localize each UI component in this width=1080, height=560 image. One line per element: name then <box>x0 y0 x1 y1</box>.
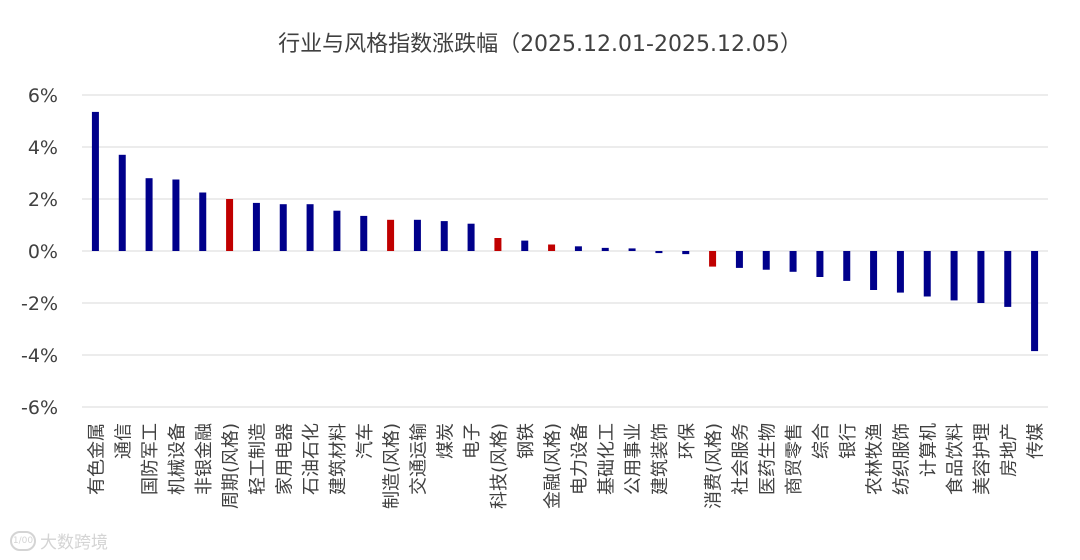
bar <box>977 251 985 303</box>
x-tick-label: 美容护理 <box>972 423 993 495</box>
bar <box>413 219 421 251</box>
watermark-text: 大数跨境 <box>40 533 108 553</box>
x-tick-label: 商贸零售 <box>784 423 805 495</box>
bar <box>548 244 556 251</box>
x-tick-label: 房地产 <box>999 423 1020 477</box>
bar <box>521 240 529 251</box>
y-tick-label: 0% <box>28 241 58 263</box>
bar <box>870 251 878 290</box>
bar <box>574 246 582 251</box>
x-tick-label: 钢铁 <box>516 423 537 459</box>
x-tick-label: 环保 <box>677 423 698 459</box>
x-tick-label: 基础化工 <box>596 423 617 495</box>
bar <box>709 251 717 267</box>
watermark-logo-icon: 1/00 <box>10 530 36 551</box>
x-tick-label: 国防军工 <box>140 423 161 495</box>
x-tick-label: 医药生物 <box>757 423 778 495</box>
watermark: 1/00 大数跨境 <box>10 528 108 553</box>
x-tick-label: 计算机 <box>918 423 939 477</box>
x-tick-label: 银行 <box>838 423 859 459</box>
x-tick-label: 消费(风格) <box>704 423 725 509</box>
x-tick-label: 非银金融 <box>194 423 215 495</box>
y-tick-label: 2% <box>28 189 58 211</box>
y-tick-label: -6% <box>21 397 58 419</box>
bar <box>601 247 609 251</box>
bar <box>252 202 260 251</box>
y-tick-label: 4% <box>28 137 58 159</box>
bar <box>816 251 824 277</box>
bar <box>226 199 234 251</box>
x-tick-label: 纺织服饰 <box>891 423 912 495</box>
bar <box>333 210 341 251</box>
x-tick-label: 电力设备 <box>569 423 590 495</box>
x-tick-label: 建筑装饰 <box>650 423 671 495</box>
bar <box>789 251 797 272</box>
x-tick-label: 轻工制造 <box>247 423 268 495</box>
x-tick-label: 建筑材料 <box>328 423 349 495</box>
x-tick-label: 交通运输 <box>408 423 429 495</box>
bar <box>735 251 743 268</box>
x-tick-label: 有色金属 <box>86 423 107 495</box>
bar <box>843 251 851 281</box>
bar <box>306 204 314 251</box>
bar <box>145 178 153 251</box>
bar <box>91 111 99 252</box>
x-tick-label: 煤炭 <box>435 423 456 459</box>
bar <box>199 192 207 251</box>
bar <box>279 204 287 251</box>
x-tick-label: 综合 <box>811 423 832 459</box>
bar <box>118 154 126 251</box>
bar <box>494 238 502 251</box>
bar <box>628 248 636 251</box>
bar <box>1031 251 1039 352</box>
x-tick-label: 金融(风格) <box>543 423 564 509</box>
x-tick-label: 电子 <box>462 423 483 459</box>
bar <box>1004 251 1012 307</box>
bar <box>467 223 475 251</box>
y-tick-label: -2% <box>21 293 58 315</box>
x-tick-label: 食品饮料 <box>945 423 966 495</box>
x-tick-label: 家用电器 <box>274 423 295 495</box>
x-tick-label: 汽车 <box>355 423 376 459</box>
bar <box>360 215 368 251</box>
y-tick-label: -4% <box>21 345 58 367</box>
x-tick-label: 传媒 <box>1026 423 1047 459</box>
chart-title: 行业与风格指数涨跌幅（2025.12.01-2025.12.05） <box>278 32 802 57</box>
x-tick-label: 社会服务 <box>730 423 751 495</box>
x-tick-label: 周期(风格) <box>221 423 242 509</box>
x-tick-label: 制造(风格) <box>382 423 403 509</box>
bar <box>923 251 931 297</box>
x-tick-label: 机械设备 <box>167 423 188 495</box>
bar <box>172 179 180 251</box>
x-tick-label: 科技(风格) <box>489 423 510 509</box>
bar <box>762 251 770 270</box>
y-tick-label: 6% <box>28 85 58 107</box>
bar <box>387 219 395 251</box>
x-tick-label: 通信 <box>113 423 134 459</box>
bar <box>682 251 690 255</box>
bar <box>655 251 663 254</box>
bar <box>896 251 904 293</box>
bar <box>440 221 448 251</box>
bar <box>950 251 958 301</box>
x-tick-label: 农林牧渔 <box>865 423 886 495</box>
x-tick-label: 公用事业 <box>623 423 644 495</box>
x-tick-label: 石油石化 <box>301 423 322 495</box>
